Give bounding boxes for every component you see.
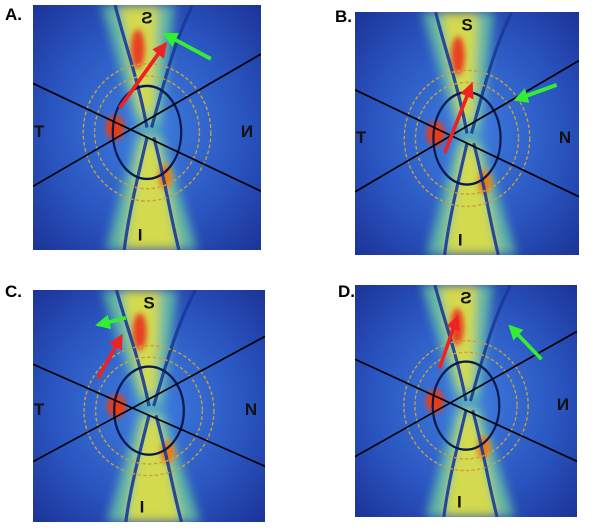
orientation-label: N — [557, 395, 569, 414]
hot-spots — [426, 36, 492, 195]
hot-spot — [451, 36, 465, 76]
panel-label: A. — [5, 5, 22, 24]
orientation-label: S — [461, 15, 472, 34]
vessel — [472, 142, 500, 255]
green-arrow — [162, 32, 212, 61]
vessel — [152, 290, 197, 407]
sector-line — [355, 330, 577, 458]
orientation-label: T — [34, 400, 45, 419]
sector-line — [33, 335, 265, 463]
orientation-label: I — [138, 225, 143, 244]
orientation-label: N — [241, 122, 253, 141]
green-arrow — [508, 324, 543, 361]
vessel — [114, 290, 151, 407]
disc-outline — [113, 365, 185, 456]
hot-spot — [426, 121, 445, 146]
sector-line — [33, 82, 261, 192]
red-arrow — [118, 41, 168, 110]
panel-label: C. — [5, 282, 22, 301]
vessel — [122, 136, 149, 250]
vessels — [114, 290, 197, 522]
orientation-label: T — [33, 122, 44, 141]
hot-spot — [426, 389, 444, 413]
vessels — [434, 12, 514, 255]
vessel — [442, 409, 468, 517]
lower-fan-core — [443, 412, 498, 517]
vessel — [443, 142, 469, 255]
orientation-label: N — [559, 128, 571, 147]
fundus-image — [355, 285, 577, 517]
hot-spots — [107, 313, 175, 464]
sector-line — [355, 358, 577, 463]
ring — [414, 351, 518, 460]
lower-fan-core — [125, 417, 182, 522]
orientation-label: S — [141, 8, 152, 27]
orientation-label: T — [356, 128, 367, 147]
fundus-image — [33, 290, 265, 522]
vessels — [113, 5, 195, 250]
disc-outline — [111, 84, 183, 181]
orientation-label: S — [143, 293, 154, 312]
sector-line — [33, 363, 265, 468]
vessel — [150, 5, 195, 128]
orientation-label: S — [460, 288, 471, 307]
red-arrow — [442, 82, 474, 154]
vessel — [469, 12, 514, 134]
orientation-label: I — [457, 492, 462, 511]
vessel — [154, 414, 184, 522]
hot-spot — [131, 29, 145, 69]
ring — [83, 344, 215, 477]
orientation-label: I — [458, 230, 463, 249]
sector-line — [33, 53, 261, 188]
ring — [82, 63, 212, 202]
panel-label: B. — [335, 7, 352, 26]
ring — [403, 339, 529, 472]
vessel — [113, 5, 149, 128]
green-arrow — [95, 314, 127, 330]
green-arrow — [513, 83, 558, 103]
panel-label: D. — [338, 282, 355, 301]
fundus-image — [355, 12, 579, 255]
vessel — [468, 285, 512, 402]
sector-line — [355, 59, 579, 193]
ring — [403, 69, 531, 208]
lower-fan-core — [124, 139, 179, 250]
fundus-image — [33, 5, 261, 250]
ring — [94, 356, 204, 465]
disc-outline — [431, 360, 501, 451]
vessel — [434, 12, 469, 134]
vessel — [124, 414, 151, 522]
sector-line — [355, 88, 579, 198]
red-arrow — [437, 314, 460, 370]
red-arrow — [96, 333, 123, 380]
hot-spot — [132, 313, 147, 351]
vessel — [471, 409, 499, 517]
lower-fan-core — [444, 145, 499, 255]
hot-spot — [107, 394, 126, 418]
vessel — [152, 136, 181, 250]
orientation-label: N — [245, 400, 257, 419]
hot-spot — [105, 115, 125, 140]
orientation-label: I — [140, 497, 145, 516]
